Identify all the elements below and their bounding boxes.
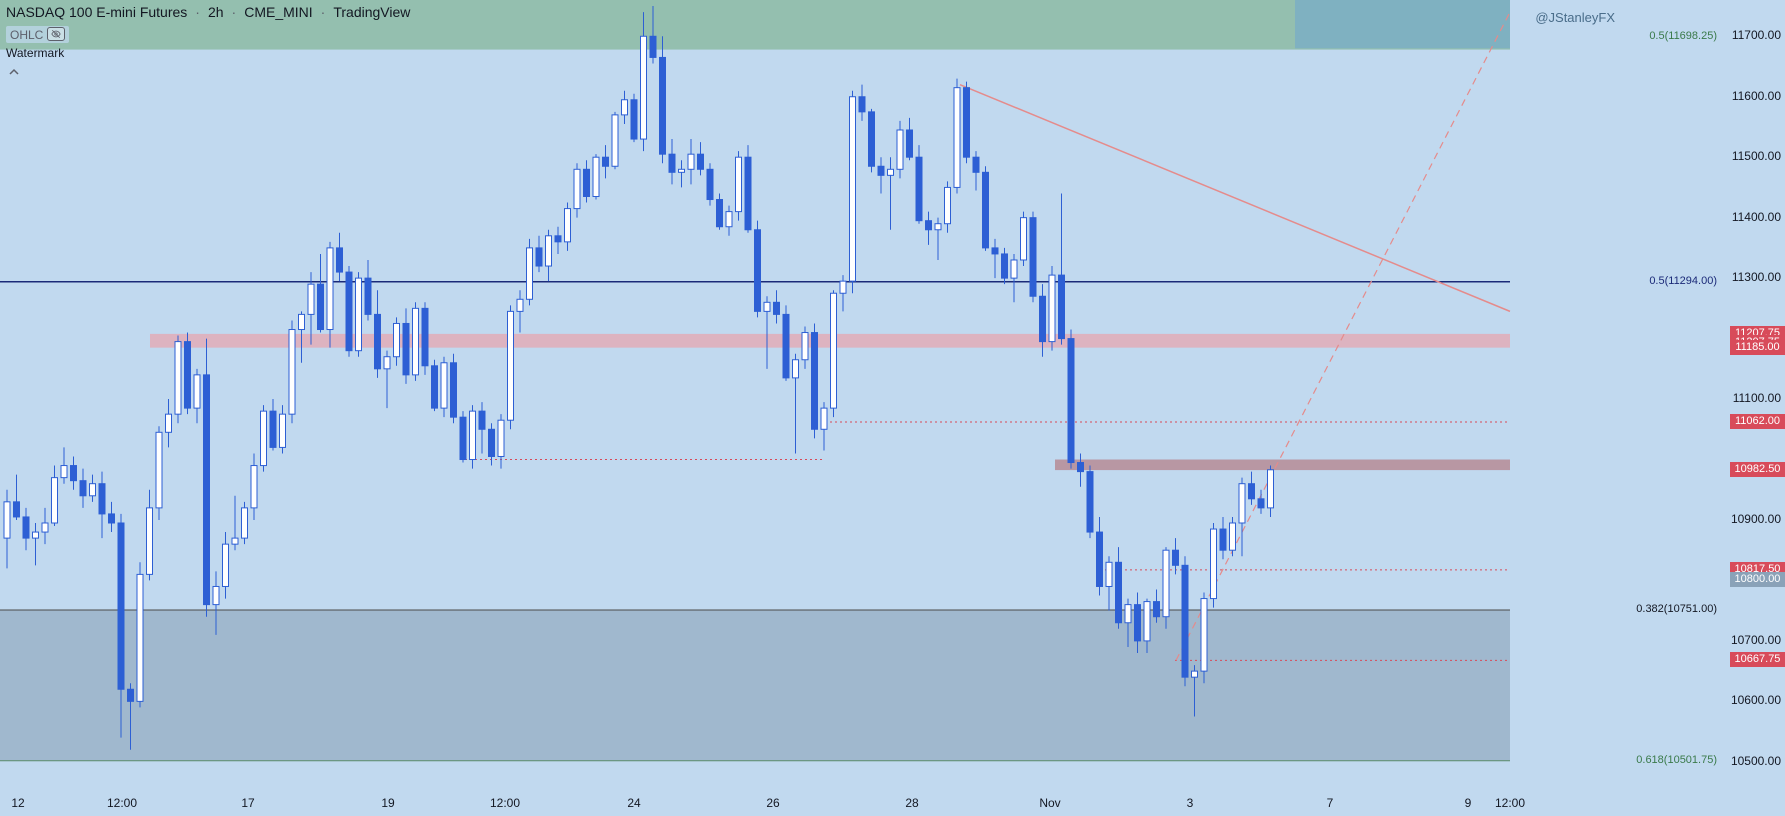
x-axis-tick: 12:00	[107, 796, 137, 810]
price-level-label: 11185.00	[1730, 340, 1785, 355]
y-axis-tick: 11700.00	[1732, 28, 1781, 42]
x-axis-tick: 12:00	[490, 796, 520, 810]
price-level-label: 10800.00	[1730, 572, 1785, 587]
ohlc-badge: OHLC	[6, 26, 69, 43]
watermark-label: Watermark	[6, 46, 64, 60]
price-level-label: 11062.00	[1730, 414, 1785, 429]
x-axis-tick: 17	[241, 796, 254, 810]
x-axis-tick: 9	[1465, 796, 1472, 810]
chart-header: NASDAQ 100 E-mini Futures · 2h · CME_MIN…	[6, 4, 410, 20]
y-axis-tick: 11300.00	[1732, 270, 1781, 284]
y-axis-tick: 11600.00	[1732, 89, 1781, 103]
chart-container: NASDAQ 100 E-mini Futures · 2h · CME_MIN…	[0, 0, 1785, 816]
collapse-icon[interactable]	[8, 66, 20, 80]
y-axis-tick: 10900.00	[1731, 512, 1781, 526]
exchange: CME_MINI	[244, 4, 312, 20]
y-axis-tick: 10600.00	[1731, 693, 1781, 707]
x-axis-tick: 26	[766, 796, 779, 810]
x-axis-tick: 24	[627, 796, 640, 810]
price-level-label: 10667.75	[1730, 652, 1785, 667]
y-axis-tick: 10500.00	[1731, 754, 1781, 768]
x-axis-tick: 3	[1187, 796, 1194, 810]
interval[interactable]: 2h	[208, 4, 224, 20]
x-axis-tick: 12:00	[1495, 796, 1525, 810]
y-axis-tick: 11400.00	[1732, 210, 1781, 224]
candlestick-chart[interactable]	[0, 0, 1785, 816]
visibility-toggle-icon[interactable]	[47, 27, 65, 41]
attribution-text: @JStanleyFX	[1535, 10, 1615, 25]
x-axis-tick: 7	[1327, 796, 1334, 810]
price-level-label: 10982.50	[1730, 462, 1785, 477]
y-axis-tick: 10700.00	[1731, 633, 1781, 647]
x-axis-tick: 12	[11, 796, 24, 810]
fib-level-label: 0.382(10751.00)	[1636, 603, 1717, 615]
fib-level-label: 0.5(11294.00)	[1649, 275, 1717, 287]
fib-level-label: 0.618(10501.75)	[1636, 754, 1717, 766]
y-axis-tick: 11500.00	[1732, 149, 1781, 163]
x-axis-tick: Nov	[1039, 796, 1060, 810]
x-axis-tick: 19	[381, 796, 394, 810]
x-axis-tick: 28	[905, 796, 918, 810]
fib-level-label: 0.5(11698.25)	[1649, 30, 1717, 42]
symbol-name[interactable]: NASDAQ 100 E-mini Futures	[6, 4, 187, 20]
y-axis-tick: 11100.00	[1733, 391, 1781, 405]
provider: TradingView	[333, 4, 410, 20]
